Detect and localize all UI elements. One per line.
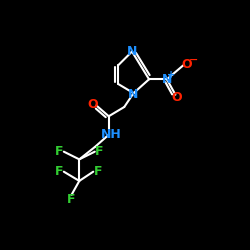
Text: F: F [55, 165, 64, 178]
Text: F: F [66, 193, 75, 206]
Text: +: + [168, 70, 175, 80]
Text: O: O [172, 91, 182, 104]
Text: F: F [95, 145, 104, 158]
Text: O: O [182, 58, 192, 71]
Text: O: O [87, 98, 98, 111]
Text: N: N [128, 88, 139, 101]
Text: N: N [162, 73, 172, 86]
Text: N: N [127, 45, 137, 58]
Text: F: F [55, 145, 64, 158]
Text: −: − [188, 55, 198, 65]
Text: F: F [94, 165, 102, 178]
Text: NH: NH [101, 128, 121, 141]
